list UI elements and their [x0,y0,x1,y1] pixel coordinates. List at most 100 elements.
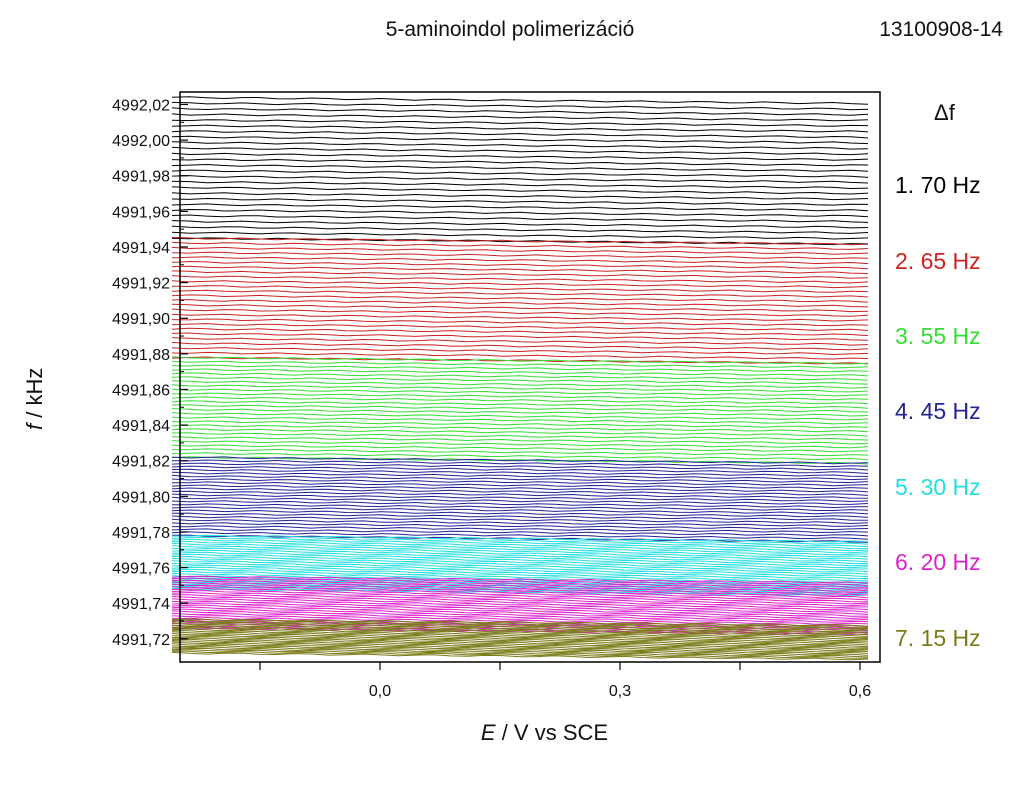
series-4-trace [171,518,869,527]
series-6-trace [171,583,869,592]
series-4-trace [171,493,869,503]
curves-group [171,96,869,661]
y-tick-label: 4991,78 [112,525,170,542]
series-1-trace [171,192,869,201]
series-1-trace [171,231,869,240]
series-7-trace [171,634,868,643]
series-5-trace [171,536,869,545]
series-6-trace [171,587,869,596]
series-2-trace [171,299,869,308]
series-3-trace [171,396,869,405]
series-3-trace [171,368,869,377]
series-2-trace [171,265,869,274]
series-4-trace [171,512,869,521]
series-3-trace [171,436,869,445]
series-6-trace [171,615,869,623]
series-4-trace [171,490,869,499]
y-tick-label: 4991,74 [112,596,170,613]
series-5-trace [171,553,869,563]
series-7-trace [171,618,869,627]
series-7-trace [171,635,869,644]
series-2-trace [171,347,869,356]
series-3-trace [171,380,869,389]
legend-item-5: 5. 30 Hz [895,474,981,500]
y-tick-label: 4991,80 [112,489,170,506]
x-tick-label: 0,0 [369,683,391,700]
series-6-trace [171,616,869,625]
series-2-trace [171,270,869,279]
series-7-trace [171,645,868,653]
series-6-trace [171,581,869,590]
series-4-trace [171,456,869,465]
y-tick-label: 4991,76 [112,561,170,578]
series-3-trace [171,376,869,385]
series-6-trace [172,594,868,603]
legend-item-4: 4. 45 Hz [895,398,981,424]
series-4 [171,456,869,543]
series-7-trace [171,621,869,630]
series-6-trace [171,612,869,621]
series-6-trace [171,604,869,613]
series-2-trace [171,241,869,250]
series-5-trace [171,572,869,582]
series-6-trace [171,575,869,584]
series-1-trace [171,214,869,223]
series-1-trace [171,101,869,111]
series-5-trace [171,551,869,560]
series-2-trace [171,294,869,303]
series-4-trace [171,500,869,509]
series-1-trace [171,186,869,195]
series-5-trace [171,562,869,571]
series-1-trace [171,119,869,127]
series-7-trace [171,624,868,633]
series-2-trace [171,327,869,337]
y-tick-label: 4991,86 [112,382,170,399]
series-6-trace [171,600,869,609]
series-4-trace [171,522,869,531]
series-3-trace [171,372,869,381]
legend-item-2: 2. 65 Hz [895,248,981,274]
series-1-trace [171,146,869,156]
series-5-trace [171,560,869,569]
series-3-trace [171,360,869,369]
series-6-trace [171,591,869,601]
series-3-trace [171,404,869,413]
series-7-trace [171,630,868,639]
y-tick-label: 4991,88 [112,347,170,364]
series-4-trace [171,515,869,525]
series-7-trace [171,638,869,648]
legend-title: Δf [934,100,955,125]
series-3-trace [171,400,869,409]
y-tick-label: 4991,92 [112,276,170,293]
series-2-trace [171,285,869,293]
series-5-trace [172,534,869,543]
series-5-trace [171,547,869,556]
series-6-trace [171,590,869,599]
series-1-trace [171,220,869,229]
series-2-trace [171,303,869,313]
series-1-trace [171,135,869,145]
series-6-trace [171,606,869,615]
y-tick-label: 4991,96 [112,204,170,221]
series-4-trace [171,496,869,505]
series-7-trace [171,647,869,656]
series-5-trace [171,545,869,554]
series-1-trace [171,203,869,212]
series-1-trace [171,96,869,105]
series-1-trace [171,180,869,190]
legend-item-6: 6. 20 Hz [895,549,981,575]
series-3-trace [171,444,869,453]
series-2-trace [171,337,869,346]
series-3-trace [171,384,869,393]
series-2-trace [171,246,869,255]
series-1-trace [171,175,869,184]
series-7-trace [171,641,869,651]
y-axis: 4991,72 4991,74 4991,76 4991,78 4991,80 4991,… [112,97,188,649]
series-1-trace [171,163,869,172]
series-4-trace [171,484,869,493]
series-7-trace [171,625,869,634]
series-3-trace [171,356,869,365]
series-3-trace [171,424,869,433]
series-1-trace [171,130,869,139]
